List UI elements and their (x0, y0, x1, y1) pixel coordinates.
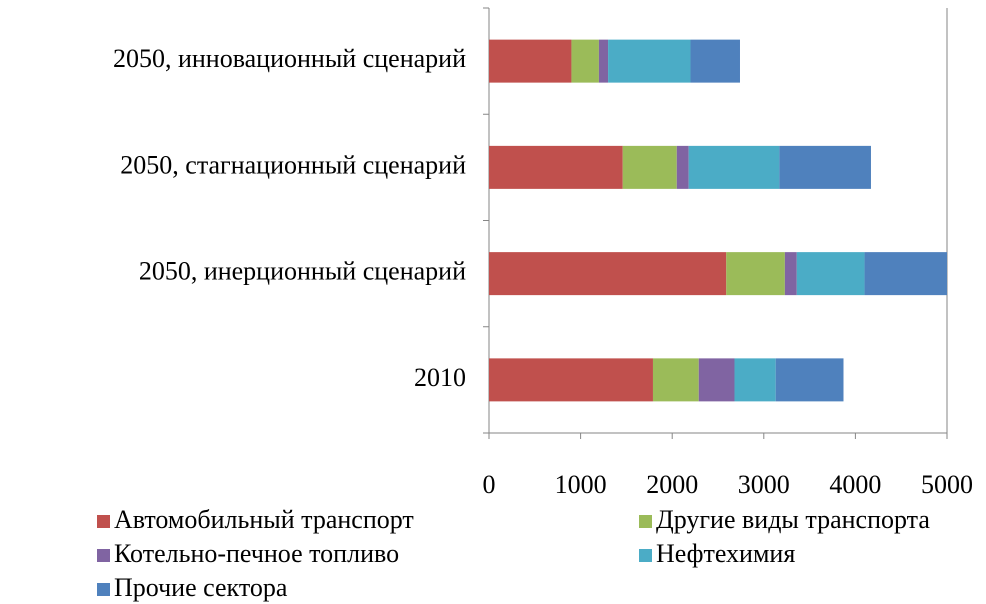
y-tick-label: 2010 (414, 363, 466, 392)
legend-swatch (639, 515, 652, 528)
bar-segment (489, 252, 727, 296)
bar-segment (726, 252, 785, 296)
bar-segment (676, 145, 689, 189)
legend-label: Котельно-печное топливо (114, 539, 399, 568)
y-tick-label: 2050, инерционный сценарий (139, 257, 466, 286)
bar-segment (864, 252, 947, 296)
y-tick-label: 2050, инновационный сценарий (113, 44, 466, 73)
bar-segment (571, 39, 599, 83)
legend-swatch (97, 515, 110, 528)
bar-segment (779, 145, 871, 189)
bar-segment (489, 39, 572, 83)
bar-segment (796, 252, 865, 296)
bar-segment (489, 358, 653, 402)
x-tick-label: 2000 (646, 470, 698, 499)
y-tick-label: 2050, стагнационный сценарий (120, 150, 466, 179)
bar-segment (775, 358, 844, 402)
x-tick-label: 5000 (921, 470, 973, 499)
bar-segment (690, 39, 740, 83)
bar-segment (784, 252, 797, 296)
legend-label: Другие виды транспорта (656, 505, 930, 534)
x-tick-label: 1000 (555, 470, 607, 499)
bar-segment (698, 358, 735, 402)
x-tick-label: 0 (483, 470, 496, 499)
x-tick-label: 3000 (738, 470, 790, 499)
legend-label: Нефтехимия (656, 539, 795, 568)
bar-segment (652, 358, 699, 402)
bar-segment (598, 39, 609, 83)
legend-label: Прочие сектора (114, 573, 288, 602)
x-tick-label: 4000 (829, 470, 881, 499)
legend-swatch (97, 583, 110, 596)
bar-segment (489, 145, 623, 189)
bar-segment (734, 358, 776, 402)
legend-swatch (97, 549, 110, 562)
legend-swatch (639, 549, 652, 562)
bar-segment (622, 145, 677, 189)
legend-label: Автомобильный транспорт (114, 505, 414, 534)
bar-segment (608, 39, 691, 83)
bar-segment (688, 145, 780, 189)
